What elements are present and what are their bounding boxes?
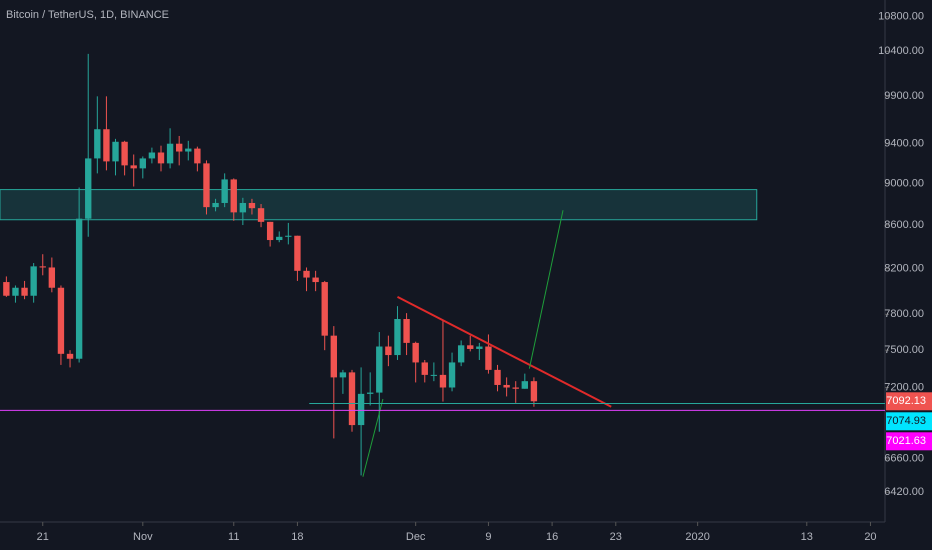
- candle-body: [412, 342, 419, 363]
- candle-body: [421, 362, 428, 375]
- candle-body: [30, 266, 37, 296]
- candle-body: [367, 392, 374, 394]
- y-tick-label: 6660.00: [884, 453, 924, 465]
- candle-body: [439, 374, 447, 388]
- candle-body: [530, 381, 538, 402]
- trend-line: [528, 210, 564, 369]
- candle-body: [330, 335, 337, 378]
- candle-body: [394, 319, 401, 356]
- x-tick-label: 21: [37, 531, 49, 543]
- price-label-box: [886, 392, 932, 411]
- y-tick-label: 7800.00: [884, 308, 924, 320]
- candle-body: [257, 208, 265, 222]
- y-tick-label: 9000.00: [884, 177, 924, 189]
- x-tick-label: 11: [228, 531, 239, 543]
- candle-body: [467, 345, 474, 349]
- price-label-box: [886, 432, 932, 451]
- candle-body: [266, 221, 274, 241]
- candle-body: [203, 163, 210, 208]
- candle-body: [376, 346, 383, 393]
- candle-body: [521, 381, 528, 389]
- x-tick-label: Nov: [133, 531, 153, 543]
- candle-body: [48, 267, 56, 288]
- candle-body: [403, 319, 410, 343]
- candle-body: [139, 158, 146, 169]
- candle-body: [212, 202, 219, 208]
- candle-body: [103, 129, 110, 162]
- candle-body: [130, 165, 137, 169]
- candle-body: [385, 346, 392, 356]
- trend-line: [397, 296, 612, 408]
- chart-title: Bitcoin / TetherUS, 1D, BINANCE: [6, 9, 169, 21]
- candle-body: [294, 235, 301, 271]
- candle-body: [239, 202, 247, 213]
- x-tick-label: 20: [864, 531, 876, 543]
- candle-body: [112, 141, 119, 162]
- candle-body: [230, 179, 237, 213]
- y-tick-label: 8600.00: [884, 219, 924, 231]
- candle-body: [39, 266, 46, 268]
- trend-line: [362, 398, 384, 477]
- price-label: 7021.63: [886, 435, 926, 447]
- x-tick-label: 18: [291, 531, 303, 543]
- x-tick-label: 23: [610, 531, 622, 543]
- candle-body: [185, 148, 192, 152]
- candle-body: [66, 353, 74, 359]
- y-tick-label: 9400.00: [884, 138, 924, 150]
- candle-body: [430, 374, 438, 376]
- candle-body: [312, 277, 319, 283]
- candle-body: [85, 158, 92, 219]
- candle-body: [512, 387, 519, 389]
- candle-body: [285, 235, 292, 237]
- x-tick-label: 13: [801, 531, 813, 543]
- candle-body: [94, 129, 101, 159]
- candle-body: [339, 372, 347, 378]
- y-tick-label: 6420.00: [884, 486, 924, 498]
- price-label: 7074.93: [886, 415, 926, 427]
- candle-body: [157, 152, 165, 164]
- y-tick-label: 8200.00: [884, 262, 924, 274]
- candle-body: [3, 282, 10, 296]
- candle-body: [194, 148, 201, 164]
- candle-body: [166, 143, 174, 164]
- y-tick-label: 7200.00: [884, 381, 924, 393]
- candle-body: [75, 218, 83, 359]
- x-tick-label: 9: [485, 531, 491, 543]
- candle-body: [57, 287, 65, 354]
- candle-body: [148, 152, 156, 159]
- candle-body: [221, 179, 228, 203]
- candle-body: [357, 393, 365, 426]
- candle-body: [121, 141, 128, 166]
- zone: [0, 189, 758, 221]
- candle-body: [12, 287, 19, 296]
- candle-body: [503, 384, 510, 388]
- candle-body: [276, 236, 283, 241]
- candle-body: [21, 287, 28, 296]
- candle-body: [476, 346, 483, 349]
- candle-body: [348, 372, 356, 426]
- candle-body: [248, 202, 256, 209]
- candle-body: [457, 345, 465, 363]
- candle-body: [485, 346, 492, 370]
- y-tick-label: 10800.00: [878, 11, 924, 23]
- x-tick-label: 16: [546, 531, 558, 543]
- y-tick-label: 9900.00: [884, 90, 924, 102]
- candle-body: [303, 270, 310, 278]
- candle-body: [175, 143, 183, 152]
- y-tick-label: 7500.00: [884, 344, 924, 356]
- x-tick-label: 2020: [685, 531, 709, 543]
- candle-body: [494, 369, 501, 385]
- price-label: 7092.13: [886, 395, 926, 407]
- x-tick-label: Dec: [406, 531, 426, 543]
- y-tick-label: 10400.00: [878, 45, 924, 57]
- candle-body: [321, 282, 328, 336]
- price-label-box: [886, 412, 932, 431]
- candle-body: [448, 362, 456, 388]
